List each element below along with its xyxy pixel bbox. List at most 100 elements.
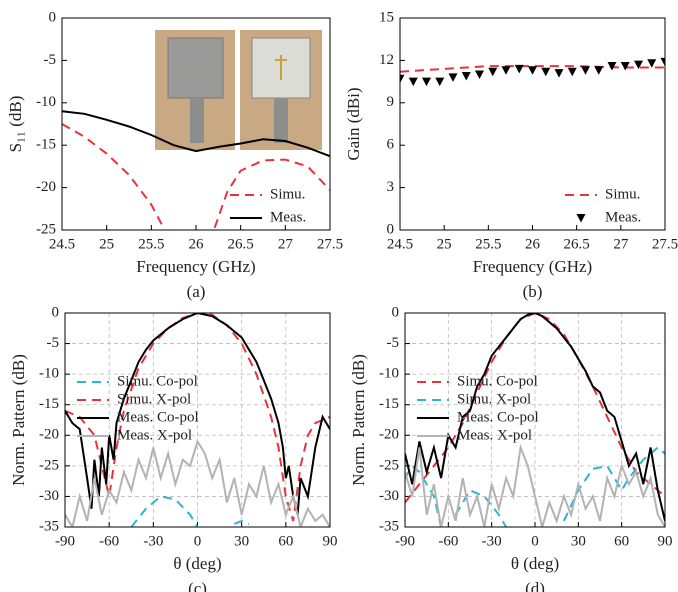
panel: 0 -5 -10 -15 -20 -25 -30 -35-90 -60 -30 0 30 60 90 θ (…: [9, 304, 338, 592]
plot-area: [65, 313, 330, 527]
y-tick-label: -5: [47, 335, 60, 351]
marker: [501, 66, 511, 75]
legend-label: Simu. Co-pol: [117, 373, 198, 389]
plot-frame: [399, 17, 666, 231]
y-tick-label: 0: [387, 221, 395, 237]
y-axis-title: Gain (dBi): [344, 87, 363, 160]
marker: [607, 62, 617, 71]
legend-swatch: [576, 214, 586, 223]
marker: [647, 59, 657, 68]
y-axis-title: Norm. Pattern (dB): [349, 354, 368, 486]
series-line: [130, 495, 250, 527]
connector: [274, 98, 288, 143]
x-tick-label: -30: [143, 533, 163, 549]
x-tick-label: 90: [658, 533, 673, 549]
y-tick-label: -30: [39, 488, 59, 504]
x-tick-label: 30: [234, 533, 249, 549]
legend-label: Simu.: [605, 186, 640, 202]
y-tick-label: 6: [387, 137, 395, 153]
y-tick-label: 15: [379, 9, 394, 25]
x-tick-label: -30: [482, 533, 502, 549]
y-tick-label: -25: [36, 221, 56, 237]
legend-label: Simu.: [270, 186, 305, 202]
marker: [567, 67, 577, 77]
y-tick-label: -25: [39, 457, 59, 473]
x-tick-label: 26.5: [228, 236, 254, 252]
caption: (d): [525, 579, 545, 592]
x-tick-label: 30: [571, 533, 586, 549]
series-line: [62, 110, 330, 158]
marker: [400, 74, 405, 84]
y-tick-label: -5: [387, 335, 400, 351]
connector: [190, 98, 204, 143]
legend-label: Simu. Co-pol: [457, 373, 538, 389]
x-axis-title: Frequency (GHz): [473, 257, 592, 276]
y-tick-label: 0: [52, 304, 60, 320]
marker: [435, 77, 445, 87]
series-line: [405, 443, 665, 527]
x-tick-label: -60: [438, 533, 458, 549]
x-tick-label: 25.5: [138, 236, 164, 252]
x-tick-label: 60: [278, 533, 293, 549]
y-tick-label: -15: [39, 396, 59, 412]
x-tick-label: 24.5: [387, 236, 413, 252]
y-axis-title: S₁₁ (dB): [6, 96, 25, 153]
x-tick-label: 25.5: [475, 236, 501, 252]
legend-label: Meas. Co-pol: [117, 409, 199, 425]
x-tick-label: 26: [525, 236, 541, 252]
x-tick-label: 27: [278, 236, 294, 252]
board: [167, 37, 224, 99]
x-axis-title: θ (deg): [173, 554, 221, 573]
series-line: [405, 446, 665, 527]
x-tick-label: 27: [613, 236, 629, 252]
series-line: [62, 123, 330, 230]
antenna-photos: [155, 30, 322, 150]
marker: [422, 77, 431, 87]
x-tick-label: 60: [614, 533, 629, 549]
y-tick-label: -35: [39, 518, 59, 534]
series-line: [65, 438, 330, 527]
x-tick-label: 90: [323, 533, 338, 549]
caption: (c): [188, 579, 207, 592]
marker: [634, 60, 643, 70]
y-tick-label: -10: [379, 366, 399, 382]
y-tick-label: -10: [36, 94, 56, 110]
legend-label: Simu. X-pol: [117, 391, 191, 407]
series-line: [405, 313, 665, 504]
legend-label: Simu. X-pol: [457, 391, 531, 407]
x-tick-label: 0: [194, 533, 202, 549]
y-axis-title: Norm. Pattern (dB): [9, 354, 28, 486]
x-tick-label: -90: [395, 533, 415, 549]
legend-label: Meas. Co-pol: [457, 409, 539, 425]
x-tick-label: -60: [99, 533, 119, 549]
plot-frame: [404, 312, 666, 528]
plot-frame: [64, 312, 331, 528]
x-tick-label: 26.5: [564, 236, 590, 252]
marker: [514, 64, 524, 74]
y-tick-label: 3: [387, 179, 395, 195]
x-axis-title: θ (deg): [511, 554, 559, 573]
legend-label: Meas. X-pol: [457, 427, 532, 443]
caption: (b): [523, 282, 543, 301]
marker: [488, 67, 498, 77]
x-tick-label: 25: [437, 236, 452, 252]
y-tick-label: -15: [36, 137, 56, 153]
x-tick-label: -90: [55, 533, 75, 549]
marker: [594, 66, 604, 75]
marker: [541, 67, 551, 77]
y-tick-label: -20: [36, 179, 56, 195]
y-tick-label: 0: [392, 304, 400, 320]
y-tick-label: 9: [387, 94, 395, 110]
marker: [620, 62, 630, 71]
y-tick-label: -10: [39, 366, 59, 382]
marker: [528, 66, 537, 75]
y-tick-label: -5: [44, 52, 57, 68]
marker: [660, 57, 665, 67]
x-tick-label: 26: [189, 236, 205, 252]
legend-label: Meas.: [270, 209, 306, 225]
y-tick-label: -30: [379, 488, 399, 504]
marker: [408, 77, 418, 87]
marker: [581, 66, 590, 75]
y-tick-label: -15: [379, 396, 399, 412]
